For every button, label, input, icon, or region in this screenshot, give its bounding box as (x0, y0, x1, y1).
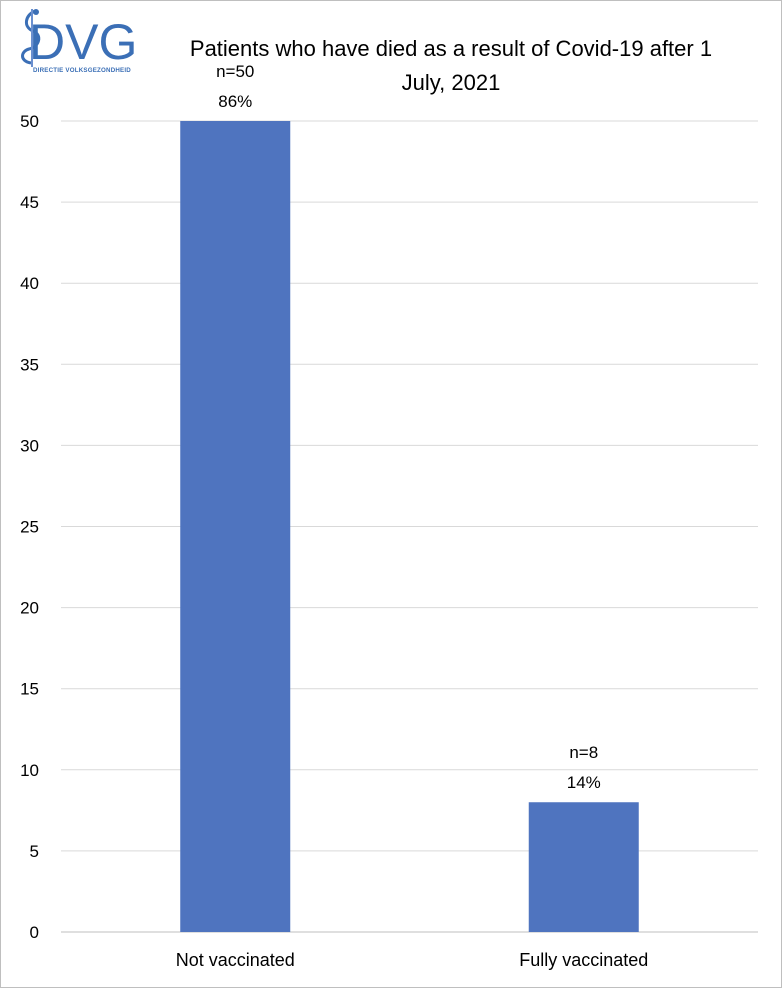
bar (528, 802, 639, 932)
x-category-label: Fully vaccinated (519, 950, 648, 970)
data-label: n=8 (569, 743, 598, 762)
y-tick-label: 40 (20, 274, 39, 293)
x-axis-categories: Not vaccinated Fully vaccinated (176, 950, 649, 970)
y-tick-label: 30 (20, 436, 39, 455)
y-tick-label: 45 (20, 193, 39, 212)
y-tick-label: 35 (20, 355, 39, 374)
y-tick-label: 15 (20, 680, 39, 699)
x-category-label: Not vaccinated (176, 950, 295, 970)
data-label: 86% (218, 92, 252, 111)
y-axis-ticks: 0 5 10 15 20 25 30 35 40 45 50 (20, 112, 39, 942)
y-tick-label: 5 (30, 842, 39, 861)
y-tick-label: 50 (20, 112, 39, 131)
logo-text: DVG (29, 14, 137, 70)
y-tick-label: 0 (30, 923, 39, 942)
data-label: n=50 (216, 62, 254, 81)
chart-title: Patients who have died as a result of Co… (189, 36, 713, 95)
staff-icon (21, 9, 41, 65)
y-tick-label: 10 (20, 761, 39, 780)
data-label: 14% (567, 773, 601, 792)
bar (180, 121, 291, 932)
data-labels: n=50 86% n=8 14% (216, 62, 601, 792)
dvg-logo: DVG DIRECTIE VOLKSGEZONDHEID (21, 9, 137, 74)
gridlines (61, 120, 758, 933)
logo-subtitle: DIRECTIE VOLKSGEZONDHEID (33, 67, 131, 74)
bars (180, 121, 639, 932)
y-tick-label: 25 (20, 518, 39, 537)
y-tick-label: 20 (20, 599, 39, 618)
